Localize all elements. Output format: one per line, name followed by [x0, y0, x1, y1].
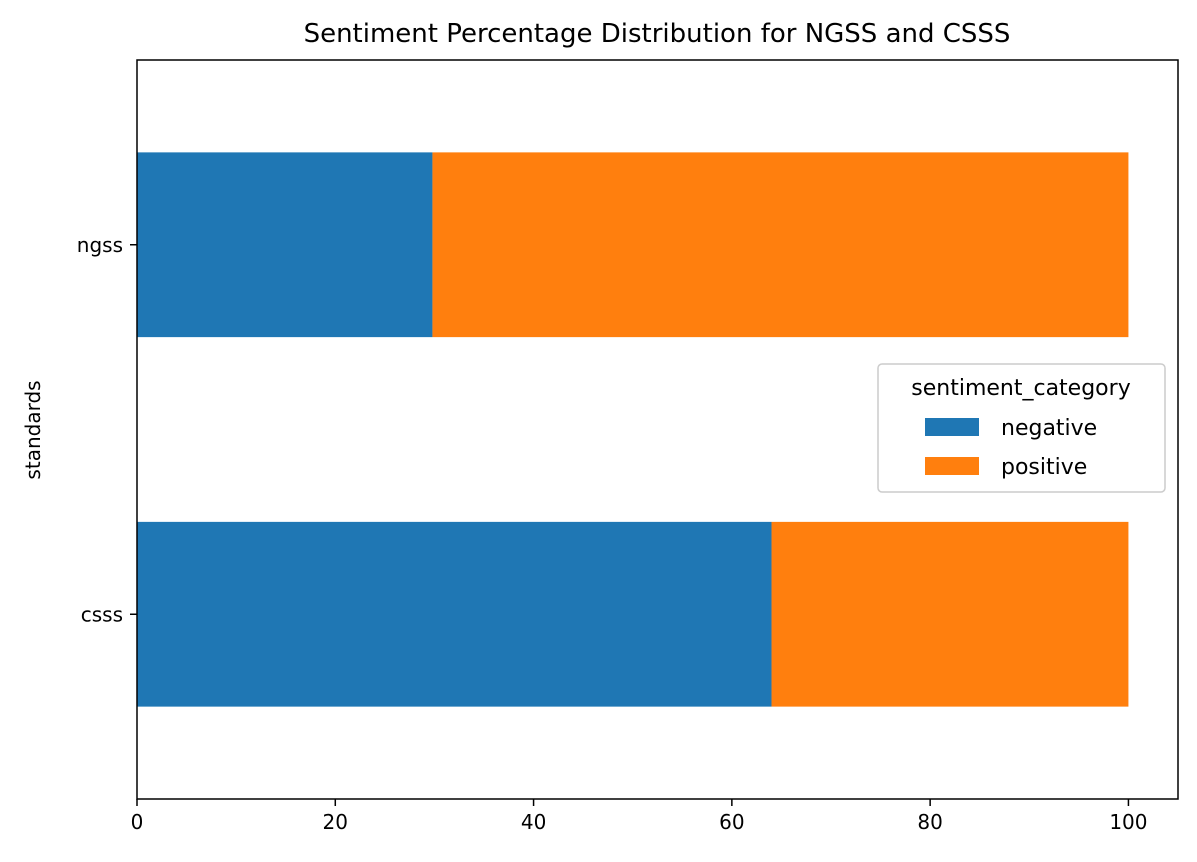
y-tick-label-ngss: ngss	[77, 233, 123, 257]
chart-title: Sentiment Percentage Distribution for NG…	[304, 19, 1011, 49]
x-tick-label-40: 40	[521, 810, 546, 834]
legend-label-positive: positive	[1001, 455, 1087, 480]
x-tick-label-80: 80	[917, 810, 942, 834]
bar-csss-negative	[137, 521, 772, 707]
y-axis-label: standards	[21, 380, 45, 479]
plot-frame	[136, 59, 1179, 800]
bars-layer	[137, 152, 1129, 707]
legend-label-negative: negative	[1001, 416, 1097, 441]
legend-swatch-negative	[925, 418, 979, 436]
y-tick-label-csss: csss	[81, 602, 123, 626]
x-tick-label-0: 0	[131, 810, 144, 834]
bar-ngss-positive	[432, 152, 1129, 338]
x-tick-label-60: 60	[719, 810, 744, 834]
legend: sentiment_category negative positive	[877, 363, 1166, 493]
bar-ngss-negative	[137, 152, 433, 338]
x-axis: 0 20 40 60 80 100	[131, 799, 1148, 834]
x-tick-label-20: 20	[323, 810, 348, 834]
x-tick-label-100: 100	[1109, 810, 1147, 834]
legend-title: sentiment_category	[911, 376, 1130, 401]
legend-swatch-positive	[925, 457, 979, 475]
bar-csss-positive	[771, 521, 1129, 707]
y-axis: csss ngss	[77, 233, 137, 626]
